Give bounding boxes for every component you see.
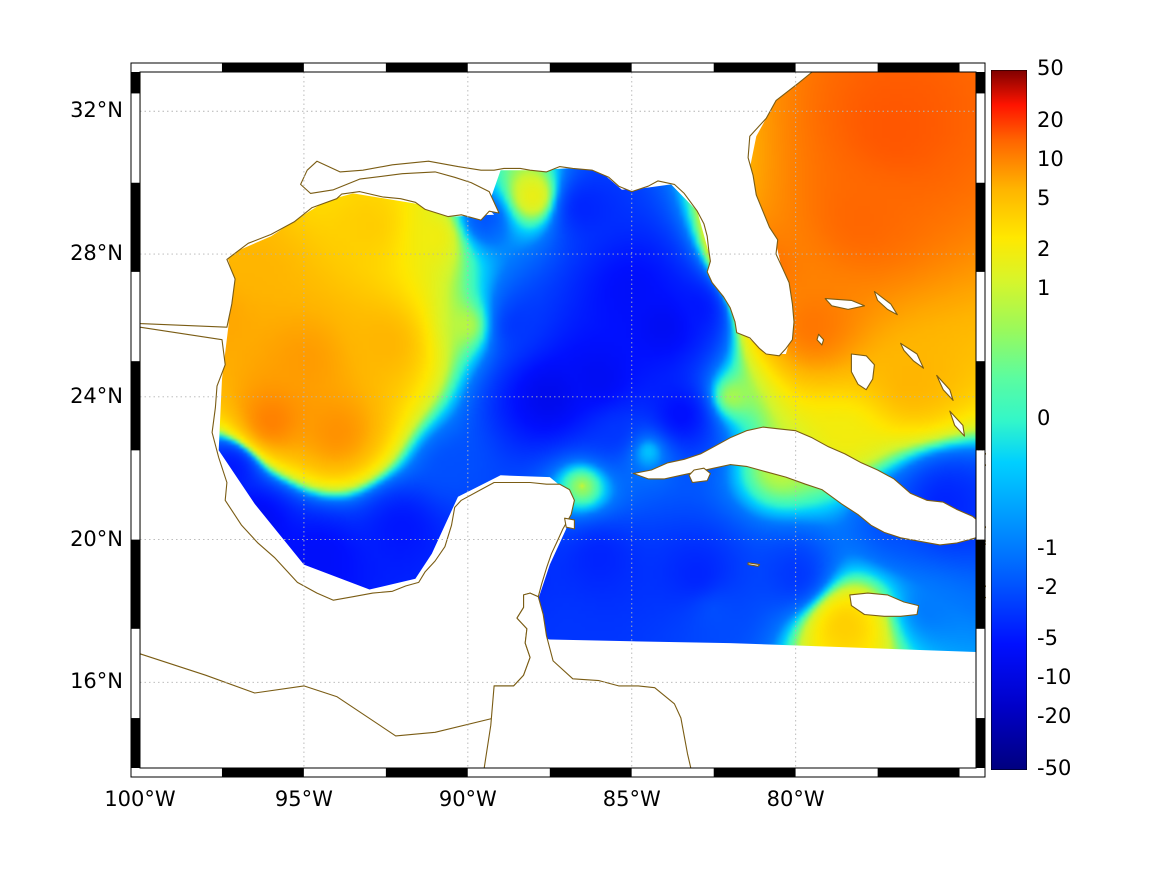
colorbar-tick-label: 50 bbox=[1037, 56, 1064, 80]
x-tick-label: 80°W bbox=[766, 787, 825, 811]
frame-seg-top bbox=[303, 63, 386, 72]
landmass-bahamas-eleuthera bbox=[900, 342, 925, 369]
landmass-central-america bbox=[483, 592, 692, 769]
colorbar-tick-label: 10 bbox=[1037, 146, 1064, 171]
frame-seg-left bbox=[131, 450, 140, 540]
frame-seg-bottom bbox=[549, 768, 632, 777]
frame-seg-right bbox=[976, 718, 985, 768]
frame-seg-top bbox=[959, 63, 976, 72]
frame-seg-top bbox=[385, 63, 468, 72]
frame-seg-top bbox=[795, 63, 878, 72]
landmass-jamaica bbox=[849, 592, 920, 617]
frame-seg-bottom bbox=[385, 768, 468, 777]
frame-seg-top bbox=[549, 63, 632, 72]
landmass-bahamas-andros bbox=[850, 353, 875, 391]
frame-seg-bottom bbox=[795, 768, 878, 777]
x-tick-label: 95°W bbox=[274, 787, 333, 811]
x-tick-label: 85°W bbox=[602, 787, 661, 811]
frame-seg-bottom bbox=[877, 768, 960, 777]
landmass-bahamas-cat bbox=[936, 374, 954, 401]
frame-outer bbox=[130, 62, 986, 778]
colorbar-tick-label: 0 bbox=[1037, 406, 1051, 430]
colorbar-body bbox=[991, 70, 1027, 770]
map-axes[interactable] bbox=[130, 62, 986, 778]
frame-seg-top bbox=[140, 63, 222, 72]
colorbar-tick-label: -20 bbox=[1037, 704, 1072, 729]
frame-seg-bottom bbox=[140, 768, 222, 777]
frame-inner bbox=[139, 71, 977, 769]
y-tick-label: 28°N bbox=[70, 241, 123, 266]
landmass-caymans bbox=[747, 562, 761, 567]
frame-seg-top bbox=[631, 63, 714, 72]
frame-seg-left bbox=[131, 271, 140, 362]
colorbar-tick-label: -5 bbox=[1037, 626, 1058, 651]
frame-seg-left bbox=[131, 718, 140, 768]
frame-seg-left bbox=[131, 72, 140, 94]
y-tick-label: 32°N bbox=[70, 98, 123, 123]
frame-seg-left bbox=[131, 182, 140, 272]
colorbar-tick-label: 2 bbox=[1037, 237, 1051, 262]
colorbar-tick-label: -2 bbox=[1037, 574, 1058, 599]
map-canvas[interactable] bbox=[130, 62, 986, 778]
frame-seg-bottom bbox=[713, 768, 796, 777]
frame-seg-left bbox=[131, 539, 140, 629]
frame-seg-top bbox=[713, 63, 796, 72]
colorbar-tick-label: 5 bbox=[1037, 185, 1051, 210]
landmass-cozumel bbox=[564, 517, 575, 530]
frame-seg-right bbox=[976, 72, 985, 94]
frame-seg-right bbox=[976, 361, 985, 451]
colorbar-tick-label: 20 bbox=[1037, 107, 1064, 132]
landmass-us-gulf-coast bbox=[139, 71, 813, 357]
frame-seg-bottom bbox=[303, 768, 386, 777]
y-tick-label: 20°N bbox=[70, 526, 123, 551]
frame-seg-left bbox=[131, 93, 140, 183]
frame-seg-bottom bbox=[221, 768, 304, 777]
x-tick-label: 90°W bbox=[438, 787, 497, 811]
colorbar-tick-label: -1 bbox=[1037, 535, 1058, 560]
frame-seg-bottom bbox=[631, 768, 714, 777]
frame-seg-right bbox=[976, 271, 985, 362]
colorbar-tick-label: 1 bbox=[1037, 276, 1051, 301]
frame-seg-right bbox=[976, 539, 985, 629]
map-frame bbox=[130, 62, 986, 778]
frame-seg-right bbox=[976, 93, 985, 183]
frame-seg-left bbox=[131, 361, 140, 451]
colorbar[interactable] bbox=[991, 70, 1027, 770]
landmass-bahamas-bimini bbox=[816, 333, 825, 346]
frame-seg-top bbox=[877, 63, 960, 72]
land-layer bbox=[139, 71, 986, 769]
frame-seg-top bbox=[221, 63, 304, 72]
colorbar-tick-label: -10 bbox=[1037, 665, 1072, 690]
frame-seg-bottom bbox=[467, 768, 550, 777]
frame-seg-right bbox=[976, 182, 985, 272]
colorbar-gradient bbox=[991, 70, 1027, 770]
landmass-bahamas-abaco bbox=[873, 290, 898, 316]
frame-seg-right bbox=[976, 450, 985, 540]
x-tick-label: 100°W bbox=[104, 787, 176, 811]
frame-seg-left bbox=[131, 628, 140, 719]
y-tick-label: 24°N bbox=[70, 383, 123, 408]
frame-seg-top bbox=[467, 63, 550, 72]
y-tick-label: 16°N bbox=[70, 669, 123, 694]
frame-seg-bottom bbox=[959, 768, 976, 777]
frame-seg-right bbox=[976, 628, 985, 719]
colorbar-tick-label: -50 bbox=[1037, 756, 1072, 780]
landmass-bahamas-long bbox=[949, 410, 966, 437]
landmass-isla-juventud bbox=[688, 467, 711, 484]
landmass-bahamas-grand bbox=[824, 298, 866, 310]
